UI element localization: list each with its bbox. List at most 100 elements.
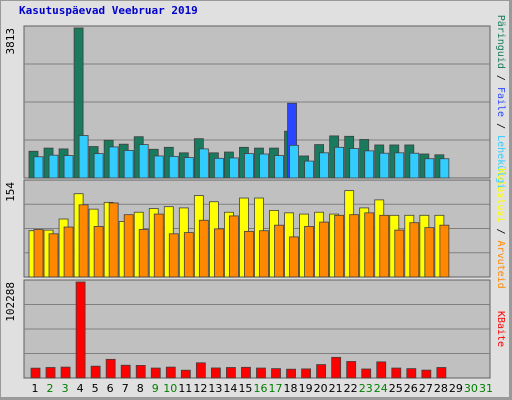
bar-hits-files-pages-Lehekülgi-day-3 (63, 155, 74, 179)
x-tick-label: 25 (389, 382, 403, 395)
x-tick-label: 10 (163, 382, 177, 395)
bar-hits-files-pages-Lehekülgi-day-27 (424, 158, 435, 179)
bar-hits-files-pages-Lehekülgi-day-9 (153, 155, 164, 179)
bar-kbytes-KBaite-day-28 (436, 367, 447, 379)
x-tick-label: 9 (152, 382, 159, 395)
chart-title: Kasutuspäevad Veebruar 2019 (19, 4, 198, 17)
bar-hits-files-pages-Lehekülgi-day-18 (289, 144, 299, 179)
bar-hits-files-pages-Lehekülgi-day-7 (123, 150, 134, 179)
bar-kbytes-KBaite-day-3 (60, 366, 71, 379)
bar-kbytes-KBaite-day-6 (105, 358, 116, 379)
x-tick-label: 14 (223, 382, 237, 395)
x-tick-label: 23 (359, 382, 373, 395)
legend-separator: / (495, 69, 506, 87)
bar-visits-sites-Arvuteid-day-5 (93, 226, 104, 278)
x-tick-label: 11 (178, 382, 192, 395)
bar-kbytes-KBaite-day-11 (180, 369, 191, 379)
bar-visits-sites-Arvuteid-day-2 (48, 233, 59, 278)
bar-visits-sites-Arvuteid-day-16 (259, 230, 269, 278)
bar-kbytes-KBaite-day-24 (376, 361, 387, 379)
bar-hits-files-pages-Lehekülgi-day-28 (439, 158, 450, 179)
bar-visits-sites-Arvuteid-day-4 (78, 204, 89, 278)
bar-kbytes-KBaite-day-16 (256, 367, 266, 379)
bar-visits-sites-Arvuteid-day-23 (364, 212, 375, 278)
bar-visits-sites-Arvuteid-day-14 (229, 215, 239, 278)
bar-kbytes-KBaite-day-27 (421, 369, 432, 379)
legend-entry: Arvuteid (495, 241, 506, 289)
bar-hits-files-pages-Lehekülgi-day-11 (183, 157, 194, 179)
panel-hits-files-pages: 3813 (4, 25, 491, 179)
bar-visits-sites-Arvuteid-day-22 (349, 214, 360, 278)
x-tick-label: 30 (464, 382, 478, 395)
x-tick-label: 31 (479, 382, 493, 395)
bar-visits-sites-Arvuteid-day-25 (394, 229, 405, 278)
bar-hits-files-pages-Lehekülgi-day-23 (364, 150, 375, 179)
bar-kbytes-KBaite-day-9 (150, 367, 161, 379)
x-tick-label: 2 (47, 382, 54, 395)
bar-hits-files-pages-Lehekülgi-day-5 (93, 153, 104, 179)
bar-hits-files-pages-Lehekülgi-day-15 (244, 153, 254, 179)
bar-hits-files-pages-Lehekülgi-day-25 (394, 152, 405, 179)
bar-hits-files-pages-Lehekülgi-day-2 (48, 154, 59, 179)
bar-hits-files-pages-Lehekülgi-day-20 (319, 152, 330, 179)
bar-kbytes-KBaite-day-20 (316, 364, 327, 379)
bar-kbytes-KBaite-day-22 (346, 361, 357, 379)
x-tick-label: 5 (92, 382, 99, 395)
legend-separator: / (495, 222, 506, 240)
x-tick-label: 6 (107, 382, 114, 395)
legend-entry: KBaite (495, 311, 506, 347)
bar-kbytes-KBaite-day-8 (135, 365, 146, 379)
bar-visits-sites-Arvuteid-day-27 (424, 227, 435, 278)
bar-kbytes-KBaite-day-5 (90, 365, 101, 379)
bar-hits-files-pages-Lehekülgi-day-21 (334, 146, 345, 179)
x-tick-label: 18 (284, 382, 298, 395)
bar-kbytes-KBaite-day-2 (45, 367, 56, 379)
bar-visits-sites-Arvuteid-day-18 (289, 236, 299, 278)
x-tick-label: 26 (404, 382, 418, 395)
y-max-label: 3813 (4, 28, 17, 55)
bar-visits-sites-Arvuteid-day-6 (108, 202, 119, 278)
x-tick-label: 28 (434, 382, 448, 395)
bar-hits-files-pages-Lehekülgi-day-10 (168, 155, 179, 179)
legend-kbytes: KBaite (495, 311, 506, 347)
bar-hits-files-pages-Lehekülgi-day-19 (304, 160, 314, 179)
bar-hits-files-pages-Lehekülgi-day-12 (198, 148, 209, 179)
bar-hits-files-pages-Lehekülgi-day-16 (259, 153, 269, 179)
bar-visits-sites-Arvuteid-day-21 (334, 214, 345, 278)
bar-hits-files-pages-Lehekülgi-day-4 (78, 135, 89, 179)
bar-visits-sites-Arvuteid-day-17 (274, 224, 284, 278)
bar-visits-sites-Arvuteid-day-3 (63, 226, 74, 278)
bar-visits-sites-Arvuteid-day-24 (379, 214, 390, 278)
x-tick-label: 17 (269, 382, 283, 395)
bar-visits-sites-Arvuteid-day-7 (123, 214, 134, 278)
bar-kbytes-KBaite-day-13 (210, 367, 221, 379)
x-tick-label: 16 (253, 382, 267, 395)
x-tick-label: 1 (32, 382, 39, 395)
legend-visits-sites: Kulastusi / Arvuteid (495, 168, 506, 288)
x-tick-label: 24 (374, 382, 388, 395)
bar-kbytes-KBaite-day-1 (30, 367, 41, 379)
x-tick-label: 22 (344, 382, 358, 395)
x-tick-label: 19 (299, 382, 313, 395)
bar-kbytes-KBaite-day-26 (406, 368, 417, 379)
x-tick-label: 3 (62, 382, 69, 395)
bar-kbytes-KBaite-day-21 (331, 356, 342, 379)
bar-visits-sites-Arvuteid-day-26 (409, 222, 420, 278)
x-tick-label: 4 (77, 382, 84, 395)
bar-kbytes-KBaite-day-15 (241, 366, 251, 379)
bar-visits-sites-Arvuteid-day-19 (304, 226, 314, 278)
bar-visits-sites-Arvuteid-day-1 (33, 229, 44, 278)
bar-kbytes-KBaite-day-12 (195, 362, 206, 379)
bar-visits-sites-Arvuteid-day-11 (183, 232, 194, 278)
panel-visits-sites: 154 (4, 179, 491, 278)
x-tick-label: 20 (314, 382, 328, 395)
bar-visits-sites-Arvuteid-day-13 (213, 228, 224, 278)
y-max-label: 154 (4, 182, 17, 202)
x-tick-label: 8 (137, 382, 144, 395)
bar-kbytes-KBaite-day-23 (361, 368, 372, 379)
x-tick-label: 13 (208, 382, 222, 395)
bar-kbytes-KBaite-day-7 (120, 364, 131, 379)
bar-hits-files-pages-Lehekülgi-day-14 (229, 157, 239, 179)
x-tick-label: 21 (329, 382, 343, 395)
